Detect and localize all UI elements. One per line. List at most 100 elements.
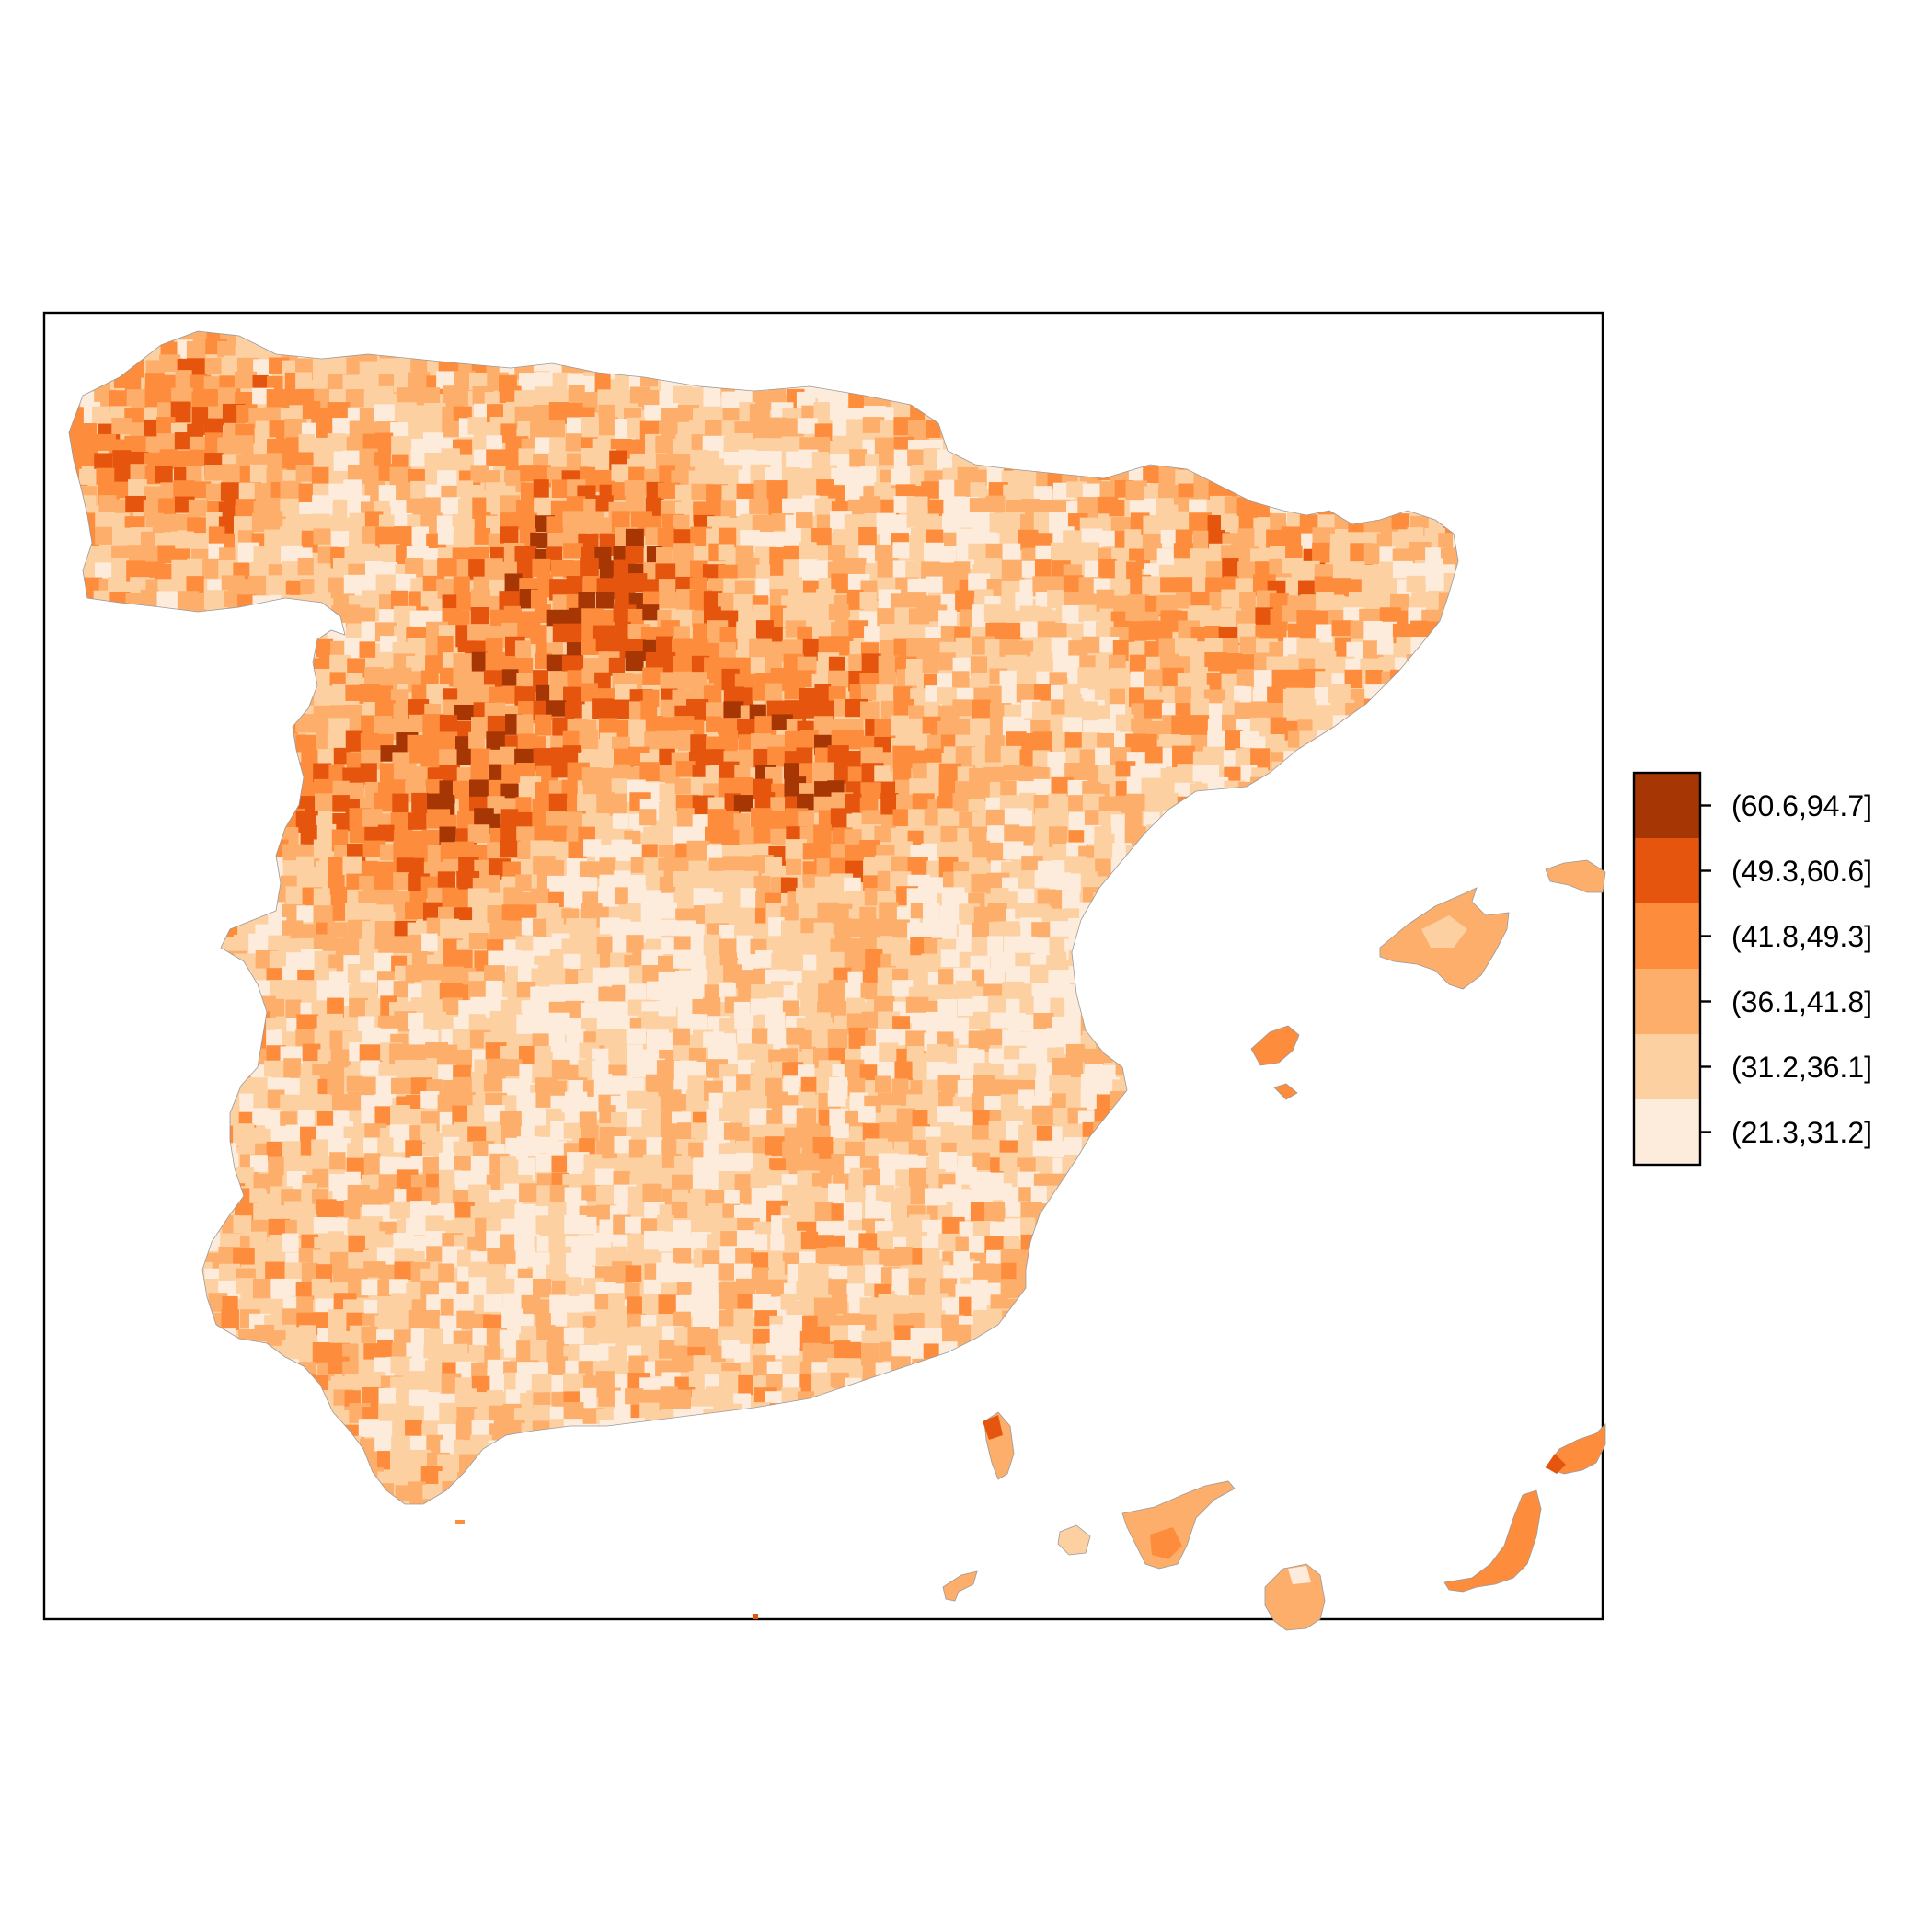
municipality-cell xyxy=(532,558,551,578)
municipality-cell xyxy=(1109,688,1125,707)
municipality-cell xyxy=(783,559,802,579)
municipality-cell xyxy=(408,812,427,830)
municipality-cell xyxy=(937,720,955,737)
municipality-cell xyxy=(374,716,393,736)
municipality-cell xyxy=(534,386,554,408)
municipality-cell xyxy=(486,449,506,466)
municipality-cell xyxy=(530,625,547,645)
municipality-cell xyxy=(877,608,897,627)
municipality-cell xyxy=(1125,480,1147,500)
municipality-cell xyxy=(1239,592,1256,611)
municipality-cell xyxy=(283,1058,302,1081)
municipality-cell xyxy=(144,486,164,504)
municipality-cell xyxy=(1407,527,1424,545)
municipality-cell xyxy=(1016,936,1038,954)
municipality-cell xyxy=(1284,700,1303,720)
municipality-cell xyxy=(359,641,376,659)
municipality-cell xyxy=(799,559,818,581)
municipality-cell xyxy=(1128,621,1147,641)
municipality-cell xyxy=(374,385,394,404)
municipality-cell xyxy=(1143,465,1160,484)
municipality-cell xyxy=(311,466,329,489)
municipality-cell xyxy=(579,861,601,879)
municipality-cell xyxy=(894,841,913,857)
municipality-cell xyxy=(749,499,772,515)
municipality-cell xyxy=(280,526,300,546)
municipality-cell xyxy=(483,1074,504,1092)
municipality-cell xyxy=(1062,717,1083,734)
municipality-cell xyxy=(453,533,475,550)
municipality-cell xyxy=(971,873,988,893)
municipality-cell xyxy=(96,467,119,485)
municipality-cell xyxy=(374,873,395,891)
municipality-cell xyxy=(1175,469,1195,488)
municipality-cell xyxy=(736,1152,753,1172)
municipality-cell xyxy=(625,651,644,672)
municipality-cell xyxy=(940,1046,958,1064)
municipality-cell xyxy=(893,449,911,471)
municipality-cell xyxy=(551,1155,569,1173)
municipality-cell xyxy=(500,526,519,544)
municipality-cell xyxy=(594,1168,615,1185)
municipality-cell xyxy=(534,1045,551,1064)
municipality-cell xyxy=(327,1075,345,1095)
municipality-cell xyxy=(311,513,330,531)
municipality-cell xyxy=(912,1110,930,1128)
municipality-cell xyxy=(552,372,571,394)
municipality-cell xyxy=(832,419,851,441)
municipality-cell xyxy=(330,357,351,379)
municipality-cell xyxy=(533,937,552,958)
municipality-cell xyxy=(1098,765,1117,782)
municipality-cell xyxy=(984,745,1004,763)
municipality-cell xyxy=(421,980,442,1001)
municipality-cell xyxy=(157,513,178,533)
municipality-cell xyxy=(657,527,676,550)
municipality-cell xyxy=(879,448,896,466)
municipality-cell xyxy=(360,763,377,785)
municipality-cell xyxy=(174,432,192,450)
municipality-cell xyxy=(391,436,410,458)
municipality-cell xyxy=(1270,717,1287,735)
municipality-cell xyxy=(987,825,1005,845)
municipality-cell xyxy=(125,495,146,512)
municipality-cell xyxy=(299,1075,320,1097)
municipality-cell xyxy=(907,449,926,466)
municipality-cell xyxy=(767,811,788,830)
municipality-cell xyxy=(646,1137,663,1156)
municipality-cell xyxy=(953,561,971,581)
municipality-cell xyxy=(175,370,192,391)
municipality-cell xyxy=(768,417,786,440)
municipality-cell xyxy=(1174,558,1192,580)
municipality-cell xyxy=(676,808,695,830)
municipality-cell xyxy=(266,389,290,411)
municipality-cell xyxy=(863,1169,880,1188)
municipality-cell xyxy=(501,669,519,686)
municipality-cell xyxy=(530,532,550,548)
municipality-cell xyxy=(608,793,627,816)
municipality-cell xyxy=(813,402,831,423)
municipality-cell xyxy=(1050,921,1069,939)
municipality-cell xyxy=(624,480,647,497)
municipality-cell xyxy=(203,418,224,435)
municipality-cell xyxy=(128,479,147,500)
municipality-cell xyxy=(1222,558,1239,579)
municipality-cell xyxy=(860,701,880,720)
municipality-cell xyxy=(829,402,848,420)
municipality-cell xyxy=(374,432,394,454)
municipality-cell xyxy=(347,1143,365,1160)
municipality-cell xyxy=(533,479,549,502)
municipality-cell xyxy=(1300,698,1317,716)
municipality-cell xyxy=(765,1136,785,1156)
municipality-cell xyxy=(204,465,227,481)
municipality-cell xyxy=(1081,636,1102,653)
municipality-cell xyxy=(990,1012,1006,1031)
municipality-cell xyxy=(753,419,770,438)
municipality-cell xyxy=(1156,498,1174,516)
municipality-cell xyxy=(577,794,597,811)
municipality-cell xyxy=(592,698,614,719)
municipality-cell xyxy=(655,435,673,457)
municipality-cell xyxy=(249,464,268,483)
municipality-cell xyxy=(643,1154,665,1171)
